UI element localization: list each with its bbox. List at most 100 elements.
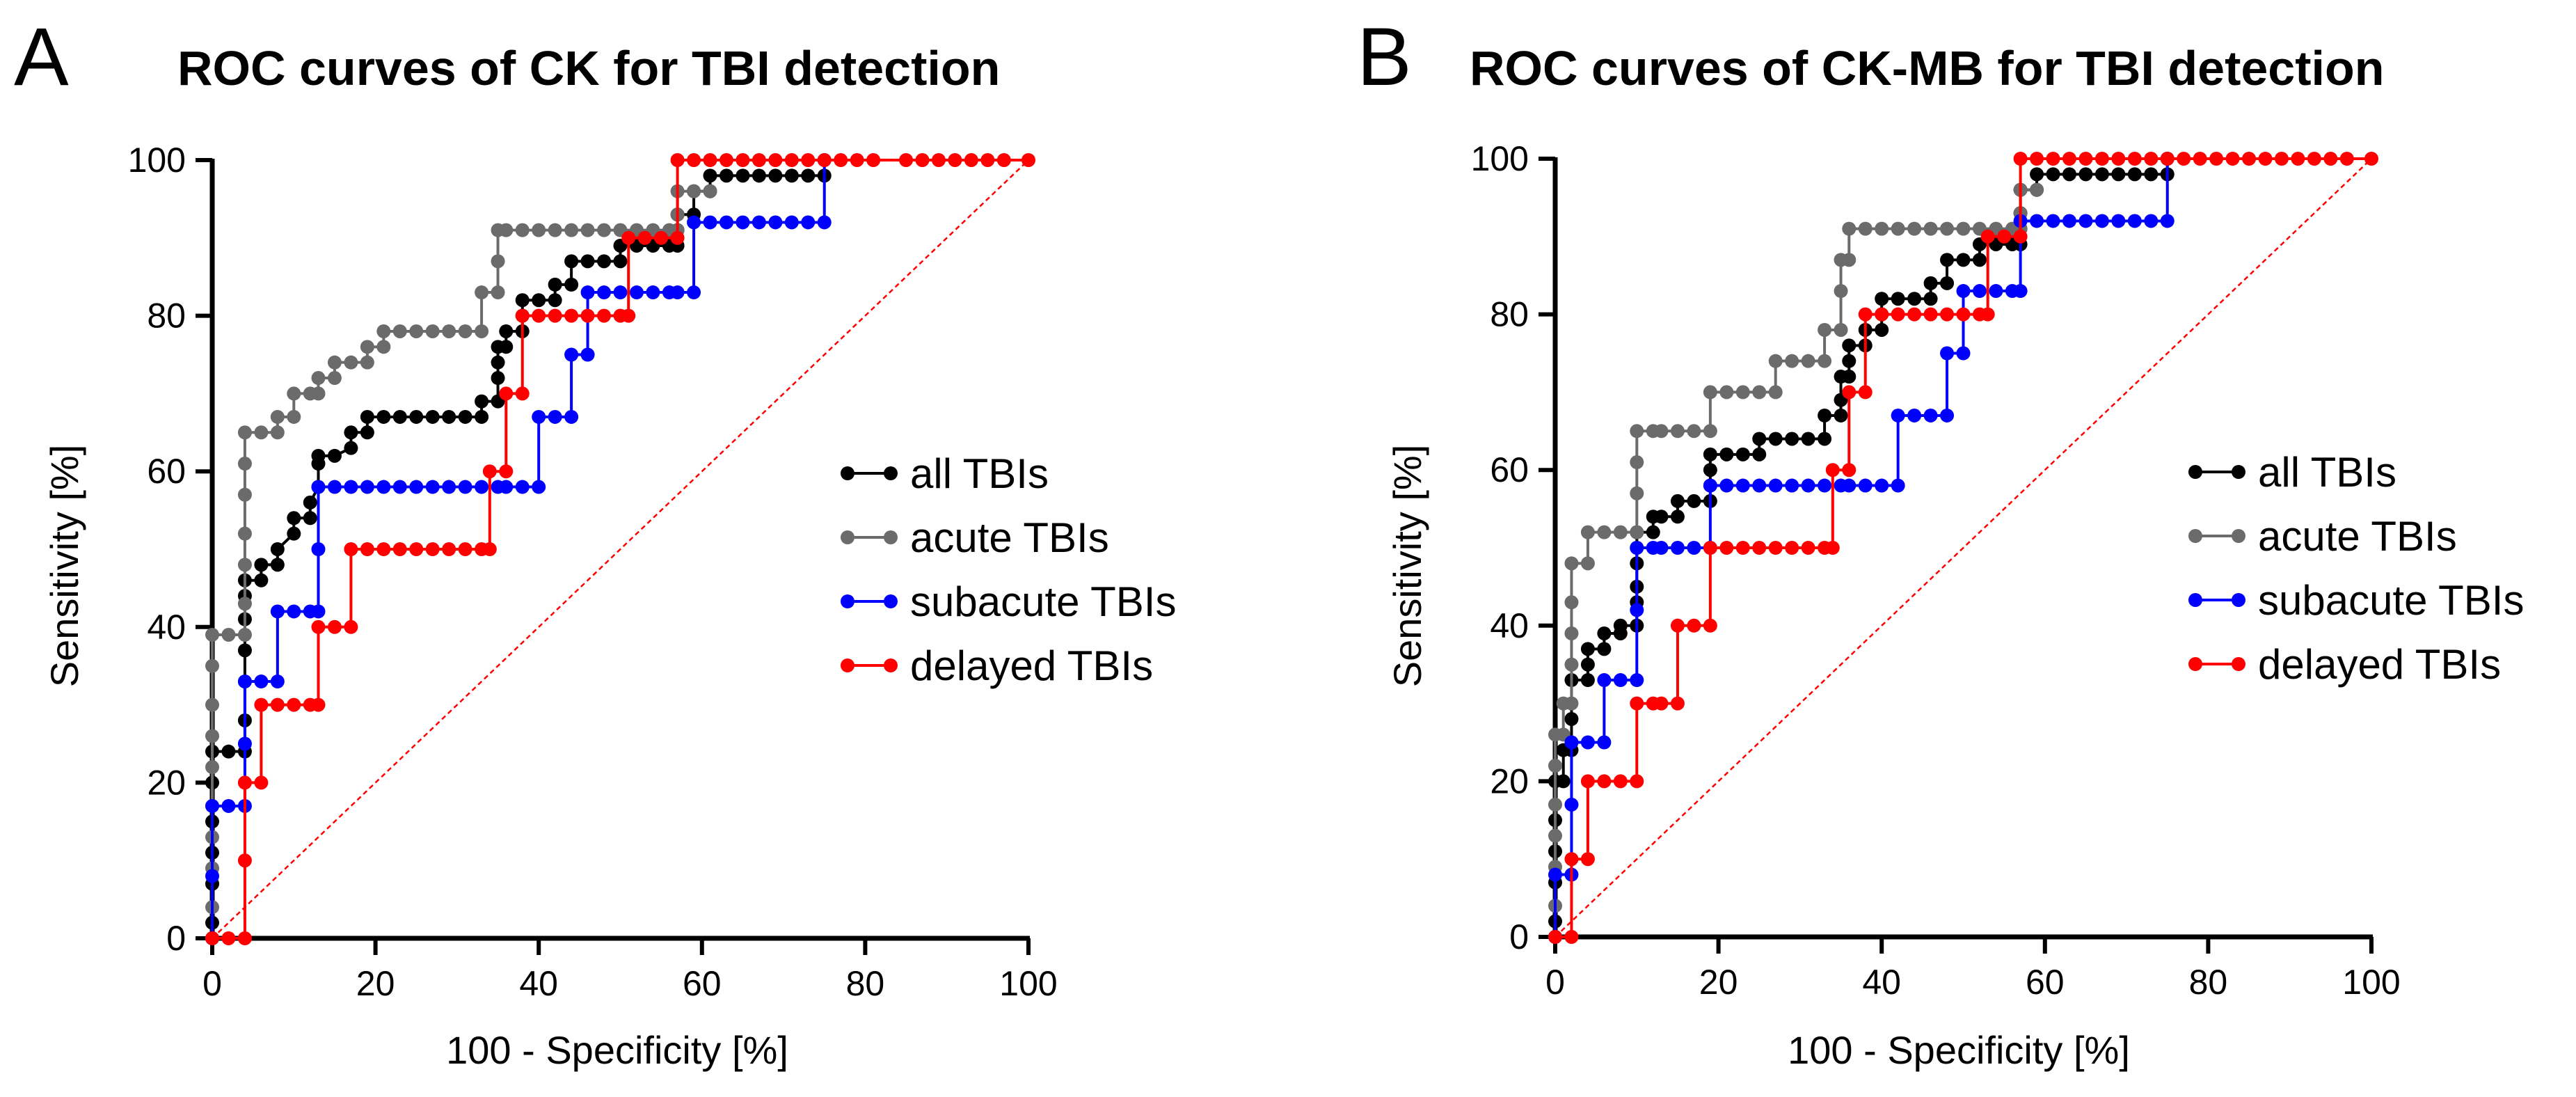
series-all xyxy=(205,168,832,945)
data-point-acute xyxy=(499,223,514,237)
data-point-subacute xyxy=(752,215,766,230)
data-point-delayed xyxy=(948,153,962,167)
data-point-all xyxy=(392,409,407,424)
data-point-subacute xyxy=(327,480,342,494)
legend-swatch-point xyxy=(2232,657,2245,671)
data-point-delayed xyxy=(1564,852,1579,867)
data-point-delayed xyxy=(801,153,816,167)
data-point-subacute xyxy=(1670,541,1685,555)
data-point-all xyxy=(2127,167,2142,182)
data-point-delayed xyxy=(2364,152,2378,166)
data-point-delayed xyxy=(254,697,269,712)
data-point-all xyxy=(458,409,472,424)
data-point-acute xyxy=(1735,385,1750,400)
data-point-all xyxy=(1703,447,1717,461)
data-point-acute xyxy=(311,386,326,401)
legend-label: acute TBIs xyxy=(2258,513,2457,560)
y-tick-label: 100 xyxy=(128,141,186,180)
data-point-delayed xyxy=(409,542,424,556)
data-point-all xyxy=(703,168,717,183)
data-point-acute xyxy=(287,409,301,424)
legend-item-subacute: subacute TBIs xyxy=(2188,577,2524,624)
legend-swatch-point xyxy=(2188,465,2202,479)
data-point-all xyxy=(270,542,285,556)
data-point-delayed xyxy=(1735,541,1750,555)
reference-diagonal-line xyxy=(212,159,1029,939)
data-point-delayed xyxy=(237,931,252,945)
data-point-all xyxy=(221,744,236,759)
data-point-acute xyxy=(1752,385,1767,400)
data-point-delayed xyxy=(205,931,219,945)
y-axis-title: Sensitivity [%] xyxy=(1385,445,1429,688)
data-point-subacute xyxy=(2013,284,2028,299)
data-point-acute xyxy=(1842,221,1857,236)
panel-b: B ROC curves of CK-MB for TBI detection … xyxy=(1357,11,2524,1072)
data-point-delayed xyxy=(548,308,562,323)
data-point-all xyxy=(1564,711,1579,726)
legend-swatch-point xyxy=(884,466,898,480)
data-point-delayed xyxy=(1021,153,1035,167)
data-point-all xyxy=(1834,408,1848,423)
data-point-all xyxy=(719,168,733,183)
data-point-delayed xyxy=(2323,152,2338,166)
data-point-acute xyxy=(687,184,701,198)
legend-label: subacute TBIs xyxy=(2258,577,2524,624)
data-point-subacute xyxy=(1630,673,1644,688)
data-point-subacute xyxy=(784,215,799,230)
data-point-acute xyxy=(237,487,252,502)
x-axis-title: 100 - Specificity [%] xyxy=(446,1028,788,1072)
data-point-delayed xyxy=(1752,541,1767,555)
data-point-subacute xyxy=(2160,214,2175,228)
data-point-acute xyxy=(1630,525,1644,539)
data-point-all xyxy=(1703,463,1717,478)
data-point-all xyxy=(409,409,424,424)
data-point-delayed xyxy=(1654,696,1669,711)
data-point-delayed xyxy=(254,775,269,790)
data-point-subacute xyxy=(2046,214,2060,228)
data-point-delayed xyxy=(2144,152,2158,166)
data-point-delayed xyxy=(1580,774,1595,789)
data-point-delayed xyxy=(736,153,750,167)
data-point-all xyxy=(1923,276,1938,290)
legend-swatch-point xyxy=(2232,529,2245,543)
data-point-acute xyxy=(1768,354,1783,368)
panel-a: A ROC curves of CK for TBI detection 100… xyxy=(14,11,1176,1072)
data-point-delayed xyxy=(1980,307,1995,322)
data-point-acute xyxy=(205,658,219,673)
data-point-delayed xyxy=(1997,229,2012,244)
data-point-delayed xyxy=(1630,774,1644,789)
data-point-delayed xyxy=(2013,152,2028,166)
data-point-acute xyxy=(1923,221,1938,236)
data-point-acute xyxy=(360,340,374,354)
legend: all TBIs acute TBIs subacute TBIs delayed T… xyxy=(841,450,1176,689)
data-point-acute xyxy=(1548,759,1562,773)
data-point-delayed xyxy=(2339,152,2354,166)
chart-title: ROC curves of CK for TBI detection xyxy=(177,41,1000,95)
data-point-delayed xyxy=(532,308,546,323)
data-point-acute xyxy=(1842,253,1857,267)
data-point-subacute xyxy=(1940,408,1955,423)
data-point-acute xyxy=(1564,595,1579,610)
data-point-subacute xyxy=(1818,478,1832,493)
data-point-all xyxy=(1654,510,1669,524)
data-point-delayed xyxy=(1597,774,1612,789)
data-point-all xyxy=(532,293,546,308)
data-point-delayed xyxy=(1907,307,1922,322)
data-point-subacute xyxy=(475,480,489,494)
data-point-all xyxy=(1923,292,1938,306)
data-point-delayed xyxy=(597,308,612,323)
data-point-delayed xyxy=(1548,930,1562,944)
data-point-subacute xyxy=(311,604,326,619)
series-line-all xyxy=(211,174,825,938)
x-axis-title: 100 - Specificity [%] xyxy=(1788,1028,2130,1072)
data-point-acute xyxy=(270,425,285,440)
data-point-acute xyxy=(475,285,489,300)
data-point-all xyxy=(736,168,750,183)
data-point-all xyxy=(237,643,252,658)
legend-item-acute: acute TBIs xyxy=(2188,513,2457,560)
data-point-delayed xyxy=(1923,307,1938,322)
x-tick-label: 40 xyxy=(1862,963,1901,1002)
data-point-all xyxy=(287,526,301,541)
data-point-delayed xyxy=(1842,463,1857,478)
data-point-subacute xyxy=(1654,541,1669,555)
